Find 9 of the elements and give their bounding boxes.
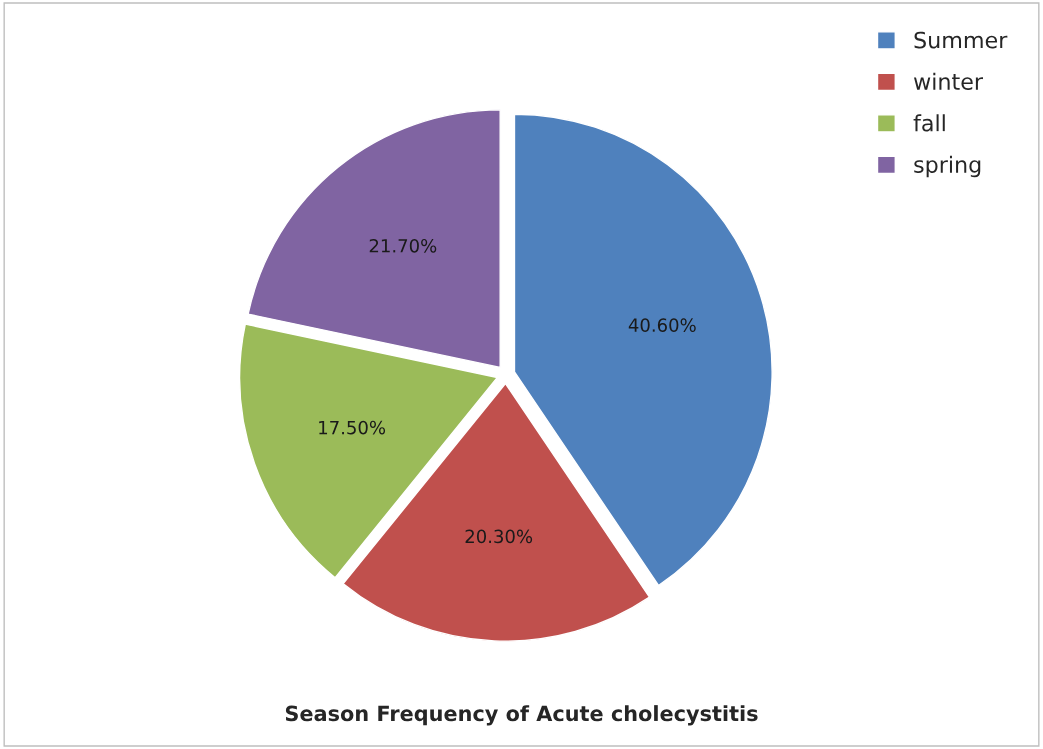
text: Season Frequency of Acute cholecystitis xyxy=(285,705,758,726)
legend-label: spring xyxy=(914,155,981,178)
legend-label: fall xyxy=(913,114,945,132)
data-label: 20.30% xyxy=(465,529,533,544)
legend-label: Summer xyxy=(914,31,1008,49)
data-label: 17.50% xyxy=(319,420,386,435)
legend-label: winter xyxy=(914,72,984,90)
data-label: 40.60% xyxy=(628,318,696,332)
data-label: 21.70% xyxy=(369,238,437,253)
